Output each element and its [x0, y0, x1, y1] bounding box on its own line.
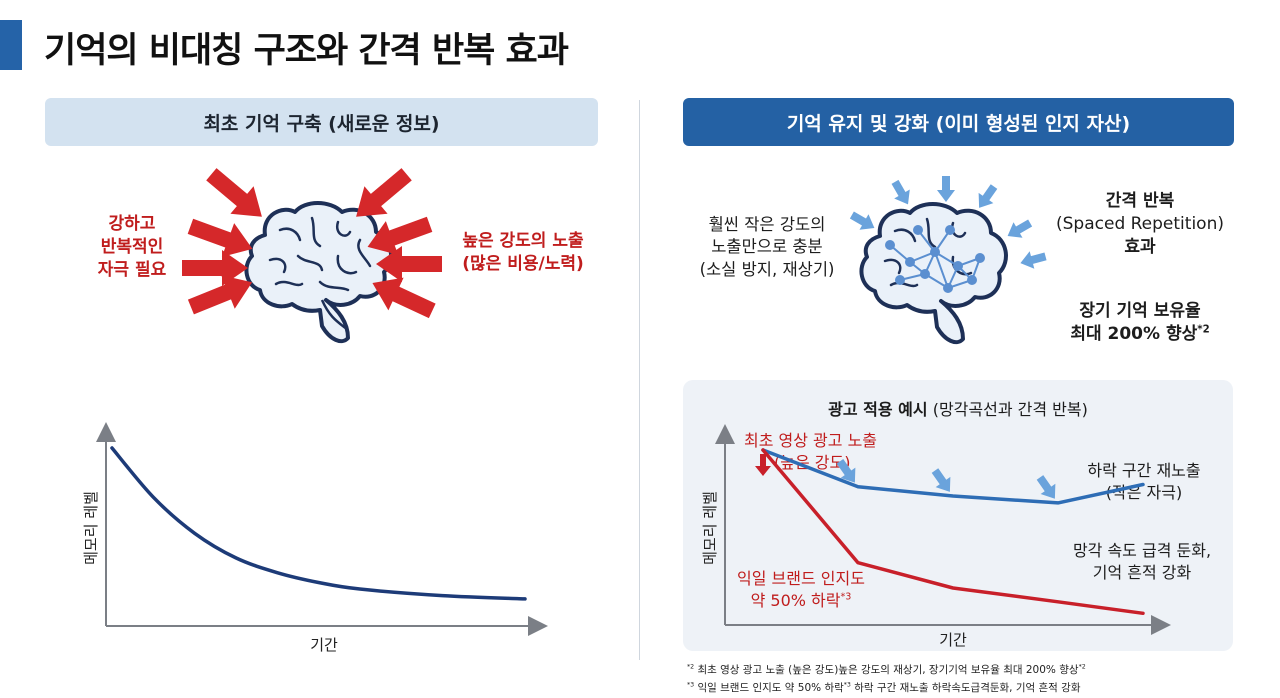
- high-intensity-note: 높은 강도의 노출 (많은 비용/노력): [462, 231, 584, 274]
- y-axis-label: 메모리 레벨: [701, 491, 719, 565]
- forgetting-slowdown-label: 망각 속도 급격 둔화, 기억 흔적 강화: [1072, 541, 1212, 582]
- footnote-2: *3 익일 브랜드 인지도 약 50% 하락*3 하락 구간 재노출 하락속도급…: [687, 681, 1081, 695]
- vertical-divider: [639, 100, 640, 660]
- no-reexposure-memory-line: [761, 448, 1145, 616]
- red-arrows: [182, 168, 442, 319]
- first-exposure-arrow-icon: [755, 454, 771, 476]
- page-title: 기억의 비대칭 구조와 간격 반복 효과: [44, 31, 569, 71]
- brain-icon: [244, 201, 393, 344]
- reexposure-arrow-icon: [836, 459, 856, 483]
- neural-network: [885, 225, 985, 293]
- x-axis-label: 기간: [310, 636, 338, 654]
- panel-title: 광고 적용 예시 (망각곡선과 간격 반복): [828, 400, 1088, 419]
- brain-icon: [859, 202, 1008, 345]
- retention-boost-note: 장기 기억 보유율 최대 200% 향상*2: [1070, 301, 1210, 344]
- first-ad-exposure-label: 최초 영상 광고 노출 (높은 강도): [744, 431, 878, 472]
- spaced-repetition-chart: 메모리 레벨 기간: [701, 424, 1171, 649]
- brand-awareness-drop-label: 익일 브랜드 인지도 약 50% 하락*3: [737, 569, 865, 610]
- right-section-header: 기억 유지 및 강화 (이미 형성된 인지 자산): [683, 98, 1234, 146]
- footnote-1: *2 최초 영상 광고 노출 (높은 강도)높은 강도의 재상기, 장기기억 보…: [687, 663, 1086, 677]
- small-intensity-note: 훨씬 작은 강도의 노출만으로 충분 (소실 방지, 재상기): [699, 215, 835, 279]
- brain-network-illustration: [849, 176, 1047, 345]
- brain-red-arrows-illustration: [182, 168, 442, 344]
- ad-example-panel: [683, 380, 1233, 651]
- left-section-header: 최초 기억 구축 (새로운 정보): [45, 98, 598, 146]
- memory-decay-line: [110, 446, 527, 601]
- reexposure-memory-line: [761, 448, 1145, 505]
- title-accent-bar: [0, 20, 22, 70]
- strong-stimulus-note: 강하고 반복적인 자극 필요: [97, 214, 167, 280]
- reexposure-arrow-icon: [1036, 475, 1056, 499]
- small-blue-arrows: [849, 176, 1047, 269]
- y-axis-label: 메모리 레벨: [82, 491, 100, 565]
- spaced-repetition-note: 간격 반복 (Spaced Repetition) 효과: [1056, 191, 1224, 257]
- forgetting-curve-chart: 메모리 레벨 기간: [82, 422, 548, 654]
- x-axis-label: 기간: [939, 631, 967, 649]
- reexposure-arrow-icon: [931, 468, 951, 492]
